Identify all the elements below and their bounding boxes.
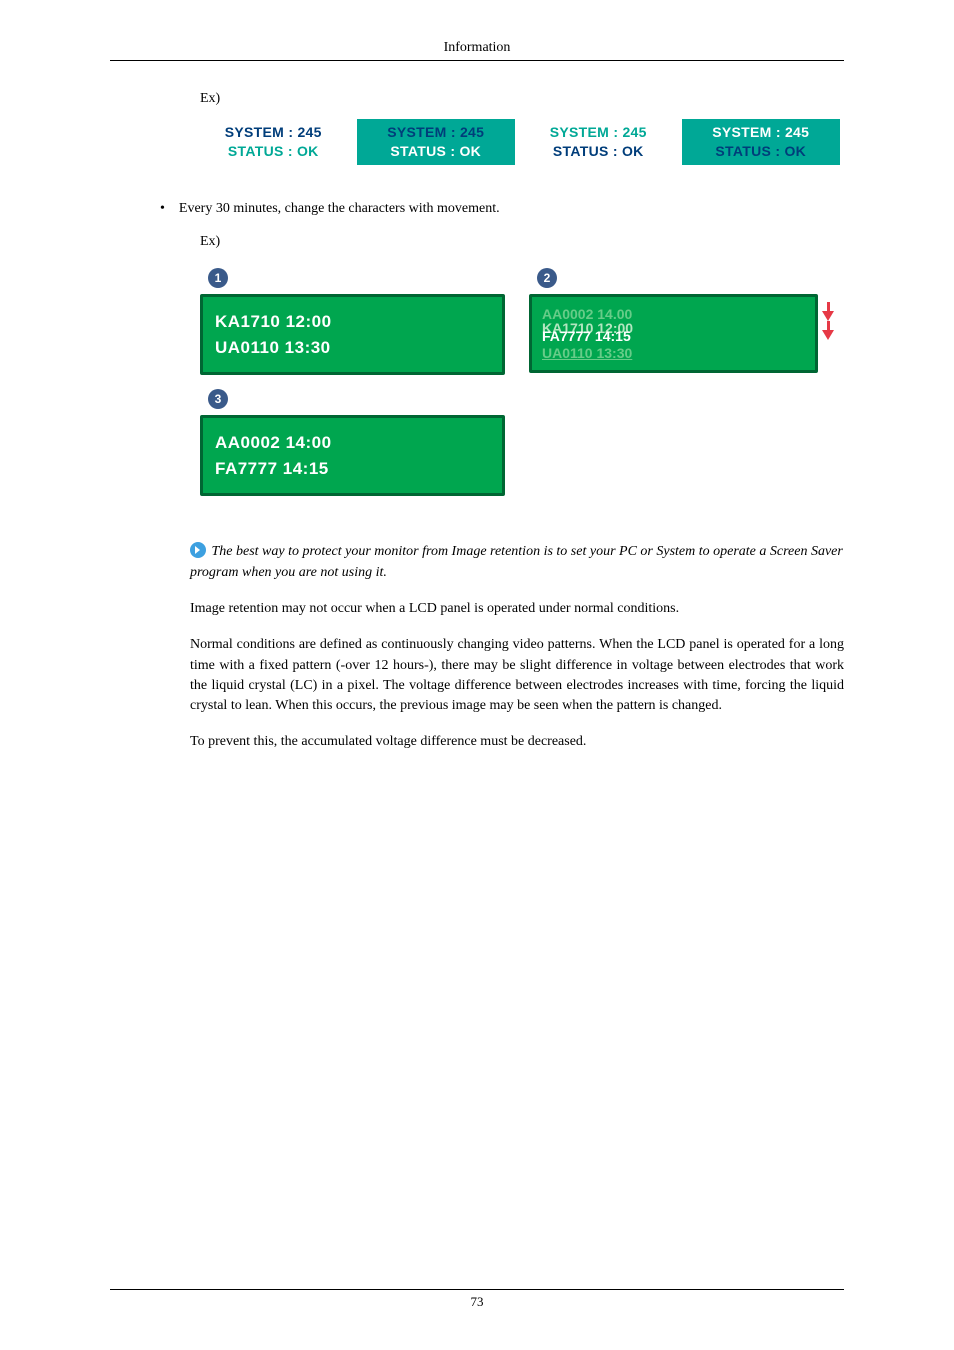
flight-line: KA1710 12:00 [215,309,490,335]
status-text: STATUS : OK [682,142,841,161]
note-text: The best way to protect your monitor fro… [190,544,843,579]
display-card-2: AA0002 14.00 KA1710 12:00 FA7777 14:15 U… [529,294,818,372]
step-badge-3: 3 [208,389,228,409]
status-box-4: SYSTEM : 245 STATUS : OK [682,119,841,165]
status-box-2: SYSTEM : 245 STATUS : OK [357,119,516,165]
bullet-marker: • [160,199,165,219]
body-paragraph: To prevent this, the accumulated voltage… [190,732,844,752]
arrow-down-icon [822,321,834,340]
bullet-item: • Every 30 minutes, change the character… [160,199,844,219]
card-2-col: 2 AA0002 14.00 KA1710 12:00 FA7777 14:15… [529,268,834,375]
ghost-overlap: FA7777 14:15 [542,328,631,344]
bullet-text: Every 30 minutes, change the characters … [179,199,500,219]
step-badge-1: 1 [208,268,228,288]
status-text: STATUS : OK [357,142,516,161]
status-box-1: SYSTEM : 245 STATUS : OK [194,119,353,165]
status-text: SYSTEM : 245 [357,123,516,142]
body-paragraph: Image retention may not occur when a LCD… [190,599,844,619]
example-2-label: Ex) [200,234,844,250]
overlap-group: KA1710 12:00 FA7777 14:15 [542,324,805,344]
status-text: SYSTEM : 245 [519,123,678,142]
step-badge-2: 2 [537,268,557,288]
card-1-col: 1 KA1710 12:00 UA0110 13:30 [200,268,505,375]
flight-line: UA0110 13:30 [215,335,490,361]
ghost-line: UA0110 13:30 [542,344,805,362]
status-text: SYSTEM : 245 [194,123,353,142]
page-number: 73 [110,1294,844,1310]
status-text: SYSTEM : 245 [682,123,841,142]
page-footer: 73 [110,1289,844,1310]
note-icon [190,542,206,558]
flight-line: FA7777 14:15 [215,456,490,482]
card-3-col: 3 AA0002 14:00 FA7777 14:15 [200,389,505,496]
example-1-label: Ex) [200,91,844,107]
status-box-3: SYSTEM : 245 STATUS : OK [519,119,678,165]
content-area: Ex) SYSTEM : 245 STATUS : OK SYSTEM : 24… [110,91,844,753]
status-text: STATUS : OK [194,142,353,161]
flight-line: AA0002 14:00 [215,430,490,456]
display-card-1: KA1710 12:00 UA0110 13:30 [200,294,505,375]
header-rule [110,60,844,61]
running-head: Information [110,40,844,56]
example-2-container: 1 KA1710 12:00 UA0110 13:30 2 AA0002 14.… [190,256,844,514]
status-text: STATUS : OK [519,142,678,161]
display-card-3: AA0002 14:00 FA7777 14:15 [200,415,505,496]
body-paragraph: Normal conditions are defined as continu… [190,635,844,716]
note-paragraph: The best way to protect your monitor fro… [190,542,844,583]
system-status-row: SYSTEM : 245 STATUS : OK SYSTEM : 245 ST… [190,113,844,171]
arrow-down-icon [822,302,834,321]
arrow-column [822,294,834,348]
footer-rule [110,1289,844,1290]
